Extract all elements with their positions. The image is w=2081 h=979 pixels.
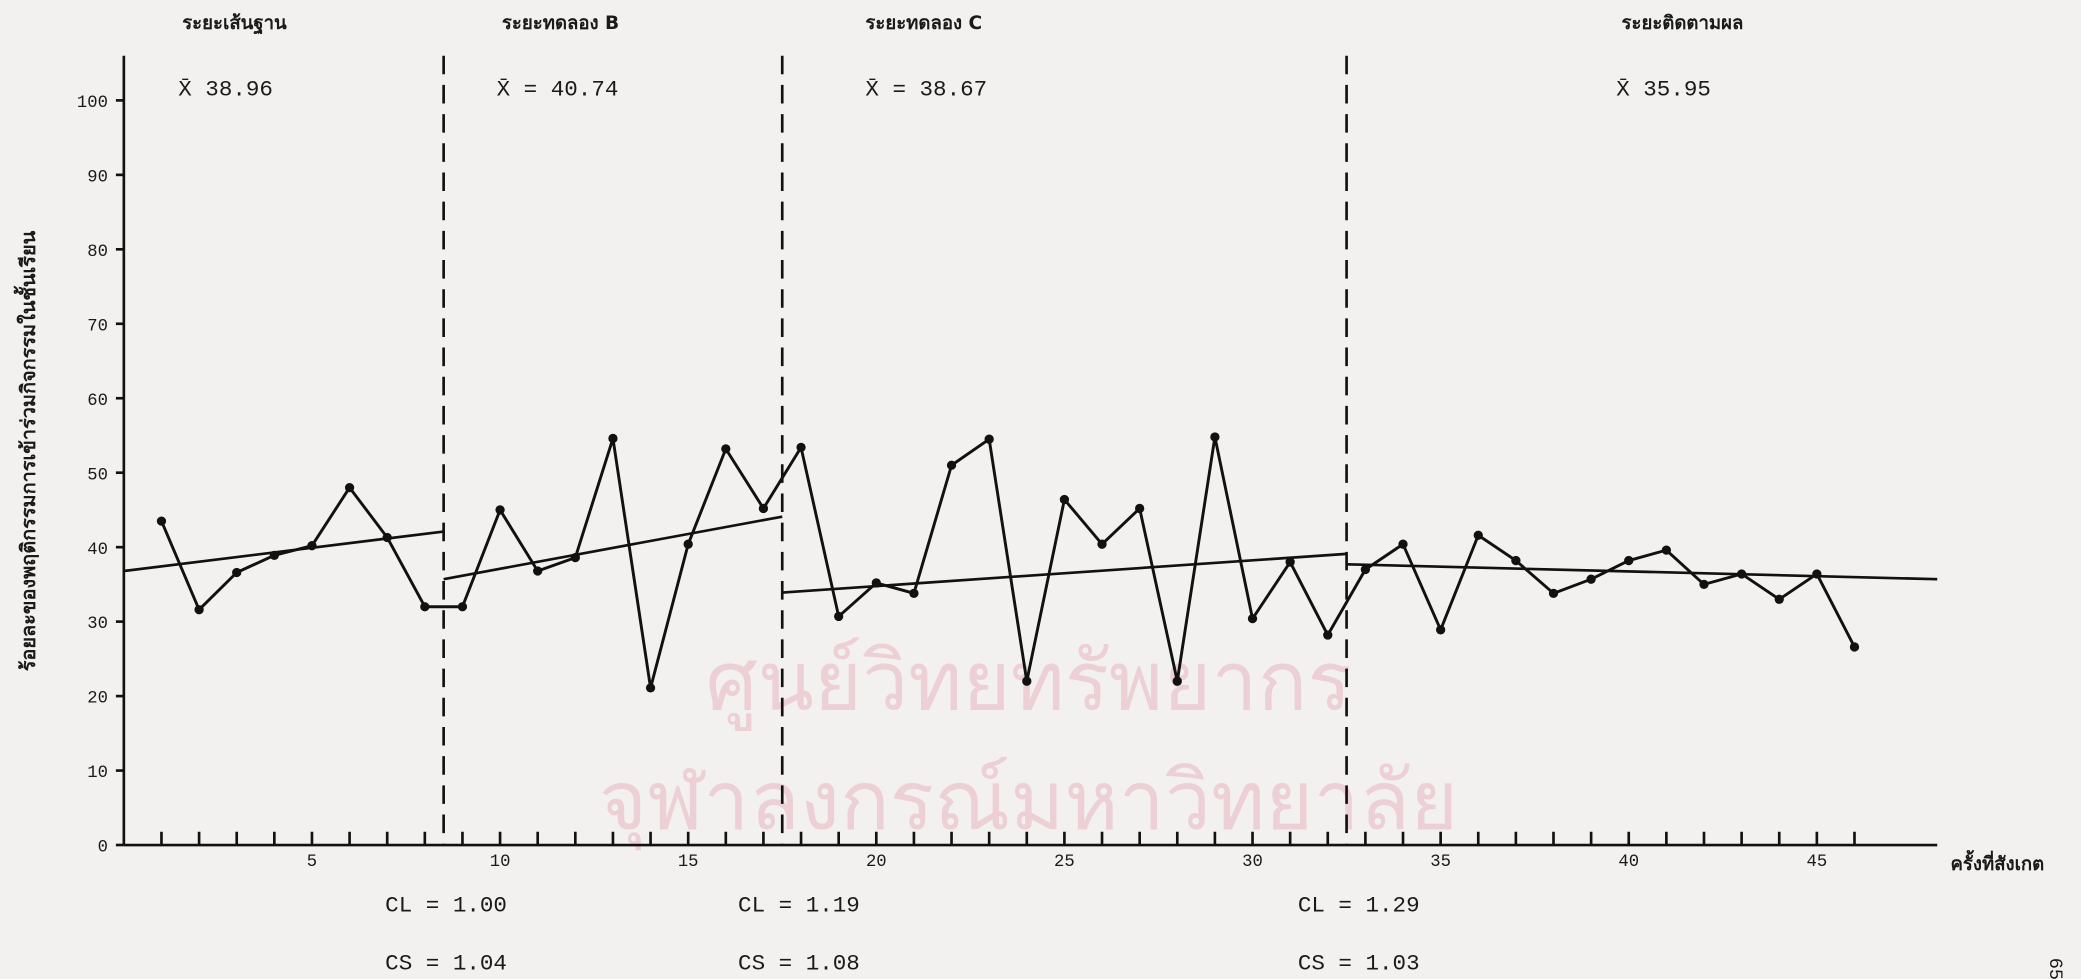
data-point: [1135, 503, 1145, 514]
y-tick-label: 40: [87, 541, 108, 560]
data-point: [608, 433, 618, 444]
data-point: [1511, 555, 1521, 566]
data-point: [1624, 555, 1634, 566]
data-point: [232, 567, 242, 578]
data-point: [683, 539, 693, 549]
y-tick-label: 80: [87, 243, 108, 262]
trend-line: [443, 515, 783, 581]
data-point: [796, 442, 806, 453]
data-point: [1172, 676, 1182, 686]
phase-cl: CL = 1.19: [738, 892, 860, 918]
x-axis-label: ครั้งที่สังเกต: [1951, 850, 2045, 875]
x-tick-label: 20: [866, 853, 887, 872]
data-point: [1398, 539, 1408, 549]
data-point: [1586, 574, 1596, 584]
x-tick-label: 30: [1242, 853, 1263, 872]
data-point: [721, 444, 731, 454]
y-tick-label: 0: [98, 839, 108, 858]
phase-cs: CS = 1.03: [1298, 951, 1420, 977]
data-point: [1699, 579, 1709, 590]
data-point: [1285, 557, 1295, 567]
y-tick-label: 100: [77, 94, 108, 113]
phase-mean: X̄ 38.96: [178, 77, 273, 103]
y-tick-label: 50: [87, 466, 108, 485]
data-point: [382, 532, 392, 543]
trend-line: [1346, 562, 1938, 581]
data-point: [758, 503, 769, 514]
data-point: [1059, 494, 1070, 505]
y-axis-label: ร้อยละของพฤติกรรมการเข้าร่วมกิจกรรมในชั้…: [13, 230, 40, 671]
data-point: [1022, 676, 1032, 686]
phase-mean: X̄ = 40.74: [497, 77, 619, 103]
phase-mean: X̄ = 38.67: [865, 77, 987, 103]
phase-cs: CS = 1.04: [385, 951, 507, 977]
data-point: [1849, 642, 1860, 652]
data-point: [307, 541, 317, 551]
data-point: [269, 550, 279, 561]
data-line: [160, 435, 1856, 690]
watermark: จุฬาลงกรณ์มหาวิทยาลัย: [599, 754, 1458, 851]
data-point: [1323, 630, 1333, 640]
data-point: [1736, 569, 1747, 579]
phase-cl: CL = 1.29: [1298, 892, 1420, 918]
data-point: [495, 505, 505, 515]
data-point: [1247, 614, 1258, 624]
data-point: [946, 460, 957, 470]
data-point: [834, 611, 844, 622]
y-tick-label: 30: [87, 615, 108, 634]
data-point: [909, 588, 919, 598]
x-tick-label: 45: [1807, 853, 1828, 872]
y-tick-label: 90: [87, 168, 108, 187]
phase-title: ระยะทดลอง B: [502, 13, 619, 34]
data-point: [1774, 594, 1784, 604]
data-point: [1661, 545, 1672, 555]
x-tick-label: 15: [678, 853, 699, 872]
data-point: [1435, 625, 1446, 635]
data-point: [1210, 432, 1220, 442]
x-tick-label: 40: [1618, 853, 1639, 872]
data-point: [156, 516, 167, 526]
data-point: [420, 602, 430, 612]
data-point: [984, 434, 994, 444]
phase-cl: CL = 1.00: [385, 892, 507, 918]
data-point: [457, 602, 468, 612]
data-point: [1812, 569, 1822, 579]
data-point: [645, 683, 656, 693]
y-tick-label: 70: [87, 317, 108, 336]
data-point: [1548, 588, 1559, 598]
phase-title: ระยะทดลอง C: [865, 13, 982, 34]
data-point: [570, 552, 580, 563]
phase-title: ระยะติดตามผล: [1622, 13, 1744, 34]
data-point: [1097, 539, 1107, 549]
data-point: [1360, 564, 1371, 575]
phase-cs: CS = 1.08: [738, 951, 860, 977]
y-tick-label: 60: [87, 392, 108, 411]
x-tick-label: 35: [1430, 853, 1451, 872]
data-point: [533, 566, 543, 576]
data-point: [194, 605, 204, 615]
page-number: 65: [2044, 958, 2065, 979]
data-point: [344, 482, 355, 493]
data-point: [871, 578, 881, 588]
data-point: [1473, 530, 1483, 540]
phase-title: ระยะเส้นฐาน: [182, 12, 287, 35]
trend-line: [782, 552, 1347, 594]
y-tick-label: 20: [87, 690, 108, 709]
phase-mean: X̄ 35.95: [1616, 77, 1711, 103]
y-tick-label: 10: [87, 764, 108, 783]
x-tick-label: 5: [307, 853, 317, 872]
x-tick-label: 10: [490, 853, 511, 872]
x-tick-label: 25: [1054, 853, 1075, 872]
